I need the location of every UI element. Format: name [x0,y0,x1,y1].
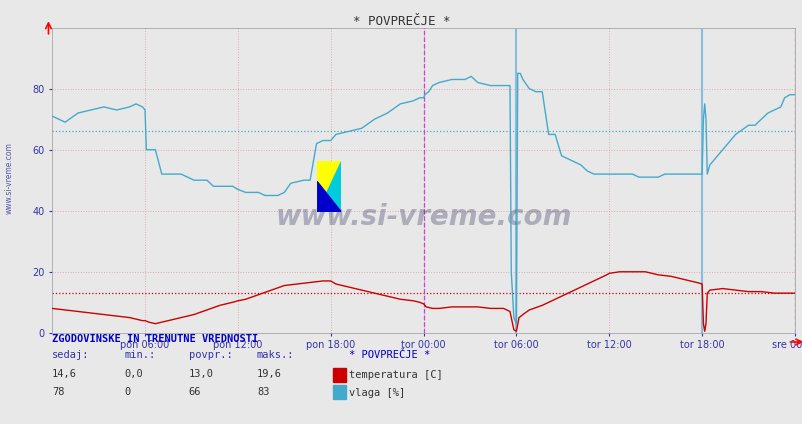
Text: maks.:: maks.: [257,350,294,360]
Text: 13,0: 13,0 [188,368,213,379]
Text: * POVPREČJE *: * POVPREČJE * [349,350,430,360]
Text: 19,6: 19,6 [257,368,282,379]
Text: povpr.:: povpr.: [188,350,232,360]
Text: min.:: min.: [124,350,156,360]
Text: temperatura [C]: temperatura [C] [349,370,443,380]
Polygon shape [317,161,341,212]
Text: 14,6: 14,6 [52,368,77,379]
Text: * POVPREČJE *: * POVPREČJE * [352,15,450,28]
Text: 78: 78 [52,387,65,397]
Text: vlaga [%]: vlaga [%] [349,388,405,398]
Text: sedaj:: sedaj: [52,350,90,360]
Text: 66: 66 [188,387,201,397]
Polygon shape [317,181,341,212]
Text: www.si-vreme.com: www.si-vreme.com [275,203,571,231]
Text: www.si-vreme.com: www.si-vreme.com [5,142,14,214]
Polygon shape [317,161,341,212]
Text: 0: 0 [124,387,131,397]
Text: 0,0: 0,0 [124,368,143,379]
Text: ZGODOVINSKE IN TRENUTNE VREDNOSTI: ZGODOVINSKE IN TRENUTNE VREDNOSTI [52,334,258,344]
Text: 83: 83 [257,387,269,397]
